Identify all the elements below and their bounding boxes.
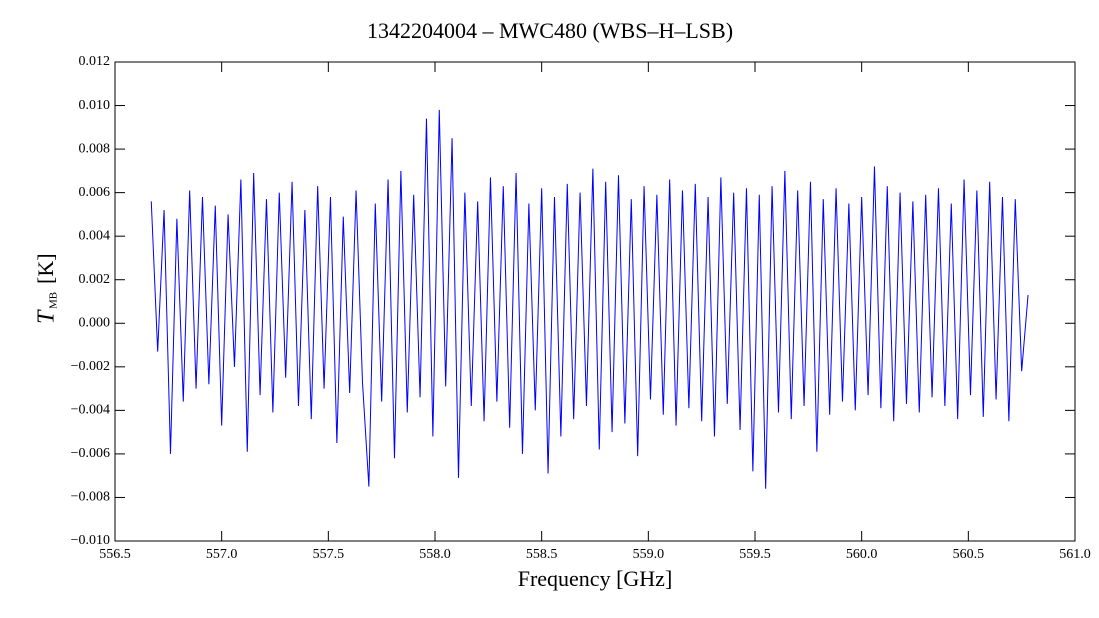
x-tick-label: 561.0	[1059, 547, 1091, 562]
y-tick-label: −0.010	[71, 533, 110, 548]
y-tick-label: 0.012	[79, 54, 111, 69]
x-tick-label: 559.0	[633, 547, 665, 562]
y-tick-label: −0.006	[71, 446, 110, 461]
y-axis-label: T MB [K]	[33, 253, 59, 324]
x-tick-label: 558.0	[419, 547, 451, 562]
spectrum-line	[150, 109, 1029, 489]
y-tick-label: 0.002	[79, 272, 111, 287]
y-tick-label: 0.006	[79, 185, 111, 200]
x-tick-label: 556.5	[99, 547, 131, 562]
y-tick-label: 0.000	[79, 315, 111, 330]
chart-title: 1342204004 – MWC480 (WBS–H–LSB)	[367, 18, 733, 43]
y-label-symbol: T	[34, 309, 60, 324]
plot-frame	[114, 61, 1076, 542]
y-label-subscript: MB	[48, 292, 60, 309]
x-tick-label: 557.0	[206, 547, 238, 562]
y-tick-label: 0.004	[79, 228, 111, 243]
y-tick-label: 0.008	[79, 141, 111, 156]
x-tick-label: 557.5	[313, 547, 345, 562]
y-tick-label: −0.004	[71, 403, 110, 418]
y-tick-label: −0.008	[71, 490, 110, 505]
y-tick-label: 0.010	[79, 98, 111, 113]
x-axis-label: Frequency [GHz]	[518, 566, 673, 591]
x-tick-label: 559.5	[739, 547, 771, 562]
x-tick-label: 560.0	[846, 547, 878, 562]
y-label-unit: [K]	[33, 253, 58, 284]
x-tick-label: 560.5	[953, 547, 985, 562]
y-tick-label: −0.002	[71, 359, 110, 374]
x-tick-label: 558.5	[526, 547, 558, 562]
